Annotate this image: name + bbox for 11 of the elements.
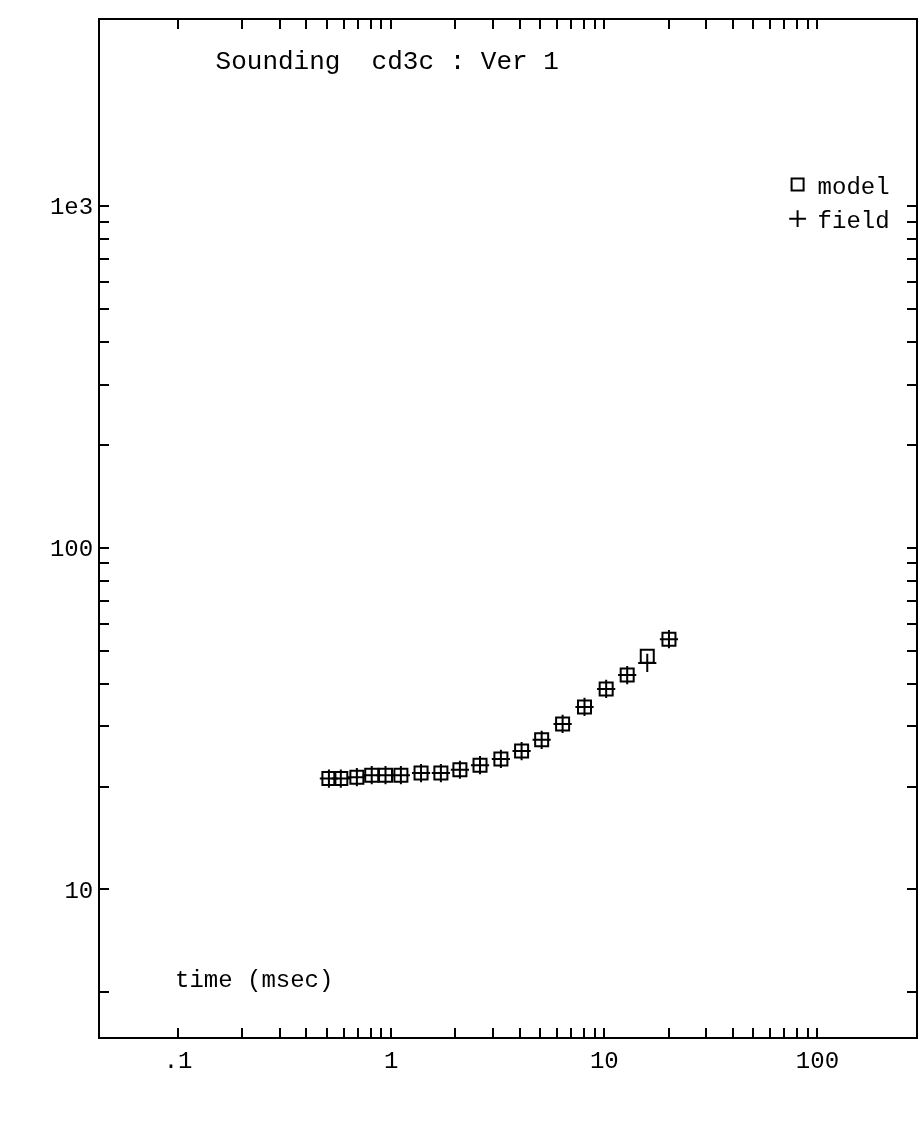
y-tick-label: 10 [64, 877, 94, 905]
text: Sounding cd3c : Ver 1 [215, 46, 559, 77]
legend-label: model [817, 173, 890, 201]
x-tick-label: 100 [795, 1047, 840, 1075]
x-tick-label: 1 [384, 1047, 399, 1075]
y-tick-label: 100 [49, 536, 94, 564]
x-tick-label: .1 [163, 1047, 193, 1075]
x-tick-label: 10 [589, 1047, 619, 1075]
legend-label: field [817, 208, 890, 236]
x-axis-title: time (msec) [175, 967, 334, 994]
y-tick-label: 1e3 [49, 194, 94, 222]
